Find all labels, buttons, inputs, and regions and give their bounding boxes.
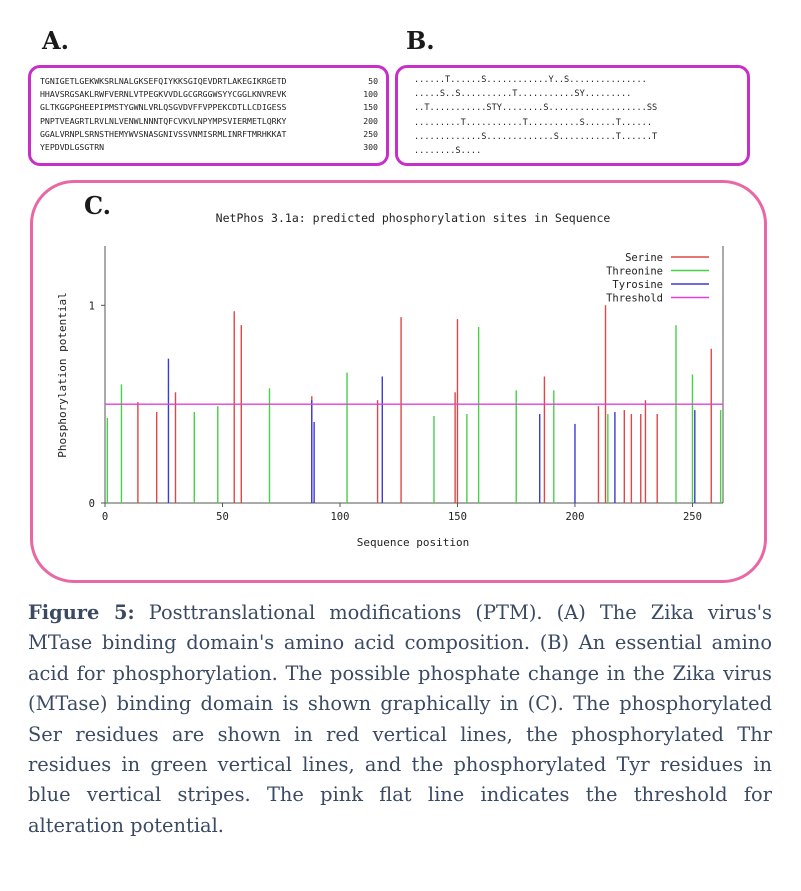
site-map-lines: ......T......S............Y..S..........… <box>414 73 739 158</box>
sequence-text: GLTKGGPGHEEPIPMSTYGWNLVRLQSGVDVFFVPPEKCD… <box>40 102 287 113</box>
sequence-text: PNPTVEAGRTLRVLNLVENWLNNNTQFCVKVLNPYMPSVI… <box>40 115 287 126</box>
site-map-row: ........S.... <box>414 146 482 157</box>
panel-b-label: B. <box>406 26 435 55</box>
sequence-position: 300 <box>363 142 378 153</box>
site-map-row: ......T......S............Y..S..........… <box>414 75 647 85</box>
site-map-row: ..T...........STY........S..............… <box>414 103 658 114</box>
figure-caption: Figure 5: Posttranslational modification… <box>28 598 772 841</box>
sequence-row: TGNIGETLGEKWKSRLNALGKSEFQIYKKSGIQEVDRTLA… <box>40 75 378 88</box>
sequence-row: YEPDVDLGSGTRN 300 <box>40 141 378 154</box>
sequence-text: HHAVSRGSAKLRWFVERNLVTPEGKVVDLGCGRGGWSYYC… <box>40 89 287 100</box>
site-map-row: .....S..S..........T...........SY.......… <box>414 89 632 100</box>
panel-a-label: A. <box>42 26 69 55</box>
sequence-text: YEPDVDLGSGTRN <box>40 142 105 153</box>
sequence-position: 50 <box>368 76 378 86</box>
sequence-position: 200 <box>363 115 378 126</box>
sequence-row: PNPTVEAGRTLRVLNLVENWLNNNTQFCVKVLNPYMPSVI… <box>40 115 378 128</box>
sequence-text: GGALVRNPLSRNSTHEMYWVSNASGNIVSSVNMISRMLIN… <box>40 128 287 139</box>
chart-box <box>30 180 767 583</box>
site-map-row: .........T...........T..........S......T… <box>414 117 652 128</box>
sequence-row: GGALVRNPLSRNSTHEMYWVSNASGNIVSSVNMISRMLIN… <box>40 128 378 141</box>
site-map-box: ......T......S............Y..S..........… <box>395 65 750 166</box>
sequence-lines: TGNIGETLGEKWKSRLNALGKSEFQIYKKSGIQEVDRTLA… <box>40 75 378 154</box>
sequence-row: HHAVSRGSAKLRWFVERNLVTPEGKVVDLGCGRGGWSYYC… <box>40 88 378 101</box>
figure-label: Figure 5: <box>28 601 135 624</box>
sequence-position: 100 <box>363 89 378 100</box>
caption-text: Posttranslational modifications (PTM). (… <box>28 601 772 837</box>
panel-c-label: C. <box>84 191 112 220</box>
sequence-position: 250 <box>363 128 378 139</box>
site-map-row: .............S.............S...........T… <box>414 131 658 142</box>
sequence-box: TGNIGETLGEKWKSRLNALGKSEFQIYKKSGIQEVDRTLA… <box>28 65 389 166</box>
sequence-position: 150 <box>363 102 378 113</box>
sequence-row: GLTKGGPGHEEPIPMSTYGWNLVRLQSGVDVFFVPPEKCD… <box>40 101 378 114</box>
sequence-text: TGNIGETLGEKWKSRLNALGKSEFQIYKKSGIQEVDRTLA… <box>40 76 287 86</box>
